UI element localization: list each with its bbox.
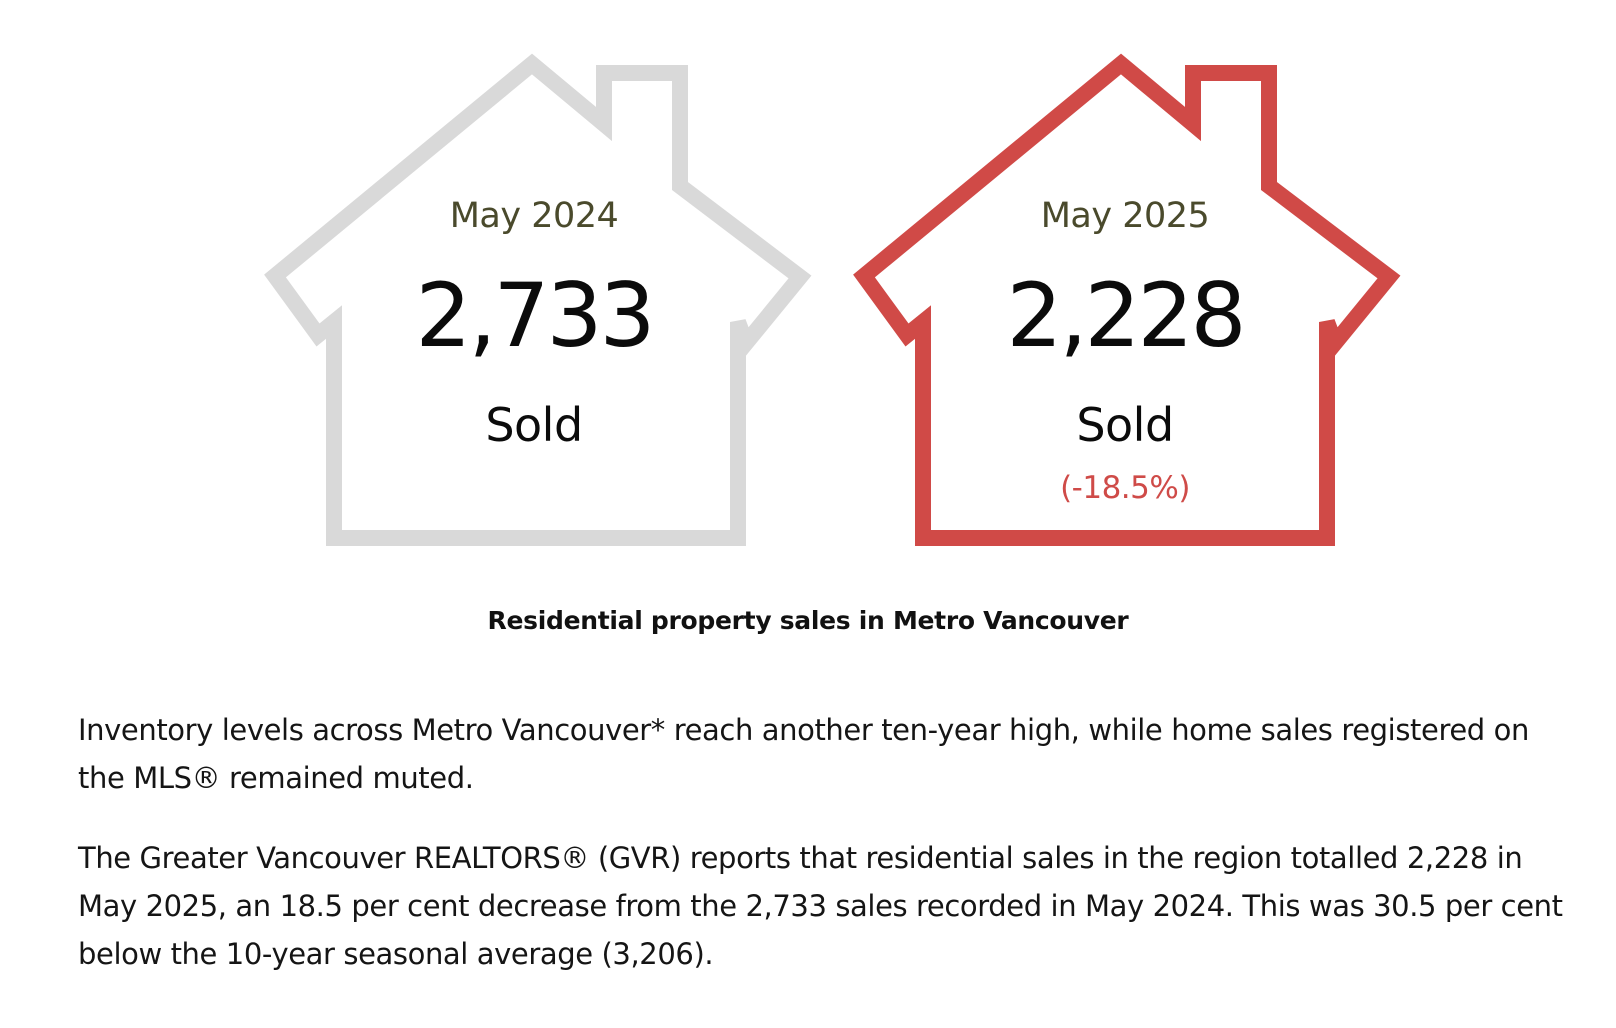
house-card-2025: May 2025 2,228 Sold (-18.5%) xyxy=(905,0,1345,560)
sold-label: Sold xyxy=(485,398,583,452)
house-outline-2024-icon xyxy=(264,53,812,546)
sold-count-value: 2,228 xyxy=(1006,264,1247,367)
figure-caption: Residential property sales in Metro Vanc… xyxy=(487,606,1129,635)
percent-change-label: (-18.5%) xyxy=(1060,470,1190,506)
house-card-2024: May 2024 2,733 Sold xyxy=(314,0,754,560)
article-paragraph: The Greater Vancouver REALTORS® (GVR) re… xyxy=(78,841,1563,971)
sold-count-value: 2,733 xyxy=(415,264,656,367)
house-outline-2025-icon xyxy=(853,53,1401,546)
sales-comparison-figure: May 2024 2,733 Sold May 2025 2,228 Sold … xyxy=(264,0,1401,560)
sold-label: Sold xyxy=(1076,398,1174,452)
article-body: Inventory levels across Metro Vancouver*… xyxy=(78,706,1578,1010)
period-label: May 2025 xyxy=(1040,196,1210,236)
article-paragraph: Inventory levels across Metro Vancouver*… xyxy=(78,713,1529,795)
period-label: May 2024 xyxy=(449,196,619,236)
